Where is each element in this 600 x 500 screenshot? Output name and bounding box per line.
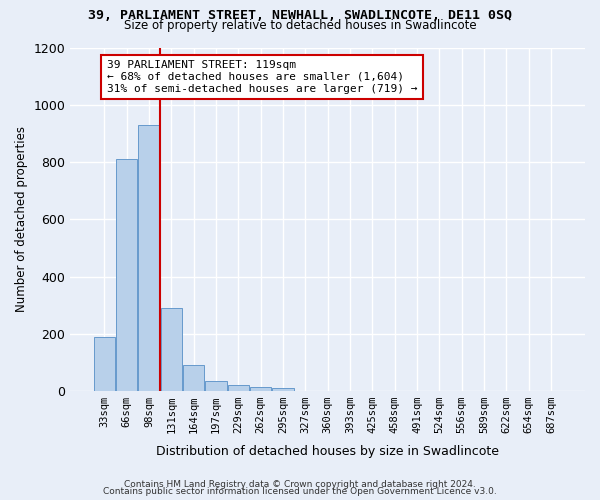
X-axis label: Distribution of detached houses by size in Swadlincote: Distribution of detached houses by size … xyxy=(156,444,499,458)
Y-axis label: Number of detached properties: Number of detached properties xyxy=(15,126,28,312)
Bar xyxy=(227,386,249,391)
Bar xyxy=(272,388,293,391)
Text: Size of property relative to detached houses in Swadlincote: Size of property relative to detached ho… xyxy=(124,19,476,32)
Text: 39, PARLIAMENT STREET, NEWHALL, SWADLINCOTE, DE11 0SQ: 39, PARLIAMENT STREET, NEWHALL, SWADLINC… xyxy=(88,9,512,22)
Bar xyxy=(205,381,227,391)
Bar xyxy=(250,388,271,391)
Bar xyxy=(116,159,137,391)
Bar xyxy=(183,366,204,391)
Bar xyxy=(139,125,160,391)
Text: Contains public sector information licensed under the Open Government Licence v3: Contains public sector information licen… xyxy=(103,487,497,496)
Bar xyxy=(94,336,115,391)
Bar xyxy=(161,308,182,391)
Text: 39 PARLIAMENT STREET: 119sqm
← 68% of detached houses are smaller (1,604)
31% of: 39 PARLIAMENT STREET: 119sqm ← 68% of de… xyxy=(107,60,418,94)
Text: Contains HM Land Registry data © Crown copyright and database right 2024.: Contains HM Land Registry data © Crown c… xyxy=(124,480,476,489)
